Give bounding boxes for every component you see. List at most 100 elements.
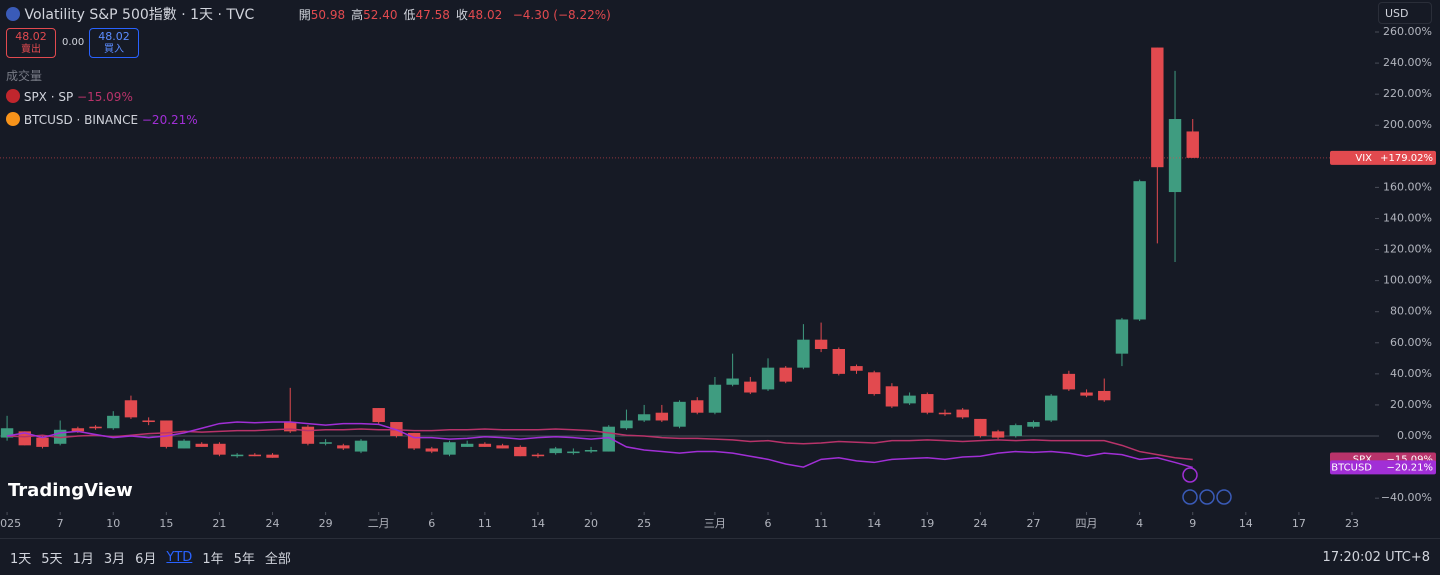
candle-body [1080, 392, 1093, 396]
candle-body [354, 440, 368, 452]
range-button[interactable]: 1天 [10, 551, 32, 567]
price-axis [1375, 0, 1440, 538]
volume-label[interactable]: 成交量 [6, 69, 43, 83]
x-tick-label: 4 [1136, 517, 1143, 530]
candle-body [1186, 131, 1199, 158]
buy-label: 買入 [104, 44, 124, 55]
x-tick-label: 6 [428, 517, 435, 530]
range-button[interactable]: 5天 [41, 551, 63, 567]
x-tick-label: 11 [478, 517, 492, 530]
x-tick-label: 29 [319, 517, 333, 530]
candle-body [726, 378, 739, 385]
candle-body [921, 394, 934, 413]
candle-body [107, 415, 120, 429]
range-button[interactable]: 3月 [103, 551, 126, 567]
x-tick-label: 14 [867, 517, 881, 530]
x-tick-label: 23 [1345, 517, 1359, 530]
y-tick-label: 120.00% [1383, 243, 1432, 256]
sell-label: 賣出 [21, 44, 41, 55]
compare-line [6, 421, 1193, 469]
range-button[interactable]: 5年 [233, 551, 255, 567]
event-icon [1216, 489, 1232, 505]
range-button[interactable]: 6月 [135, 551, 157, 567]
y-tick-label: 60.00% [1390, 336, 1432, 349]
x-tick-label: 10 [106, 517, 120, 530]
ohlc-value: 48.02 [467, 8, 503, 22]
candle-body [443, 442, 456, 455]
candle-body [620, 420, 633, 429]
range-button[interactable]: YTD [166, 549, 193, 565]
legend-btc[interactable]: BTCUSD · BINANCE −20.21% [6, 112, 198, 127]
candle-body [478, 443, 492, 447]
axis-tag-name: BTCUSD [1331, 462, 1372, 473]
ohlc-value: 47.58 [415, 8, 450, 22]
candle-body [814, 339, 828, 349]
candle-body [850, 366, 863, 371]
y-tick-label: −40.00% [1381, 491, 1432, 504]
candle-body [71, 428, 85, 432]
sell-button[interactable]: 48.02 賣出 [6, 28, 56, 58]
ohlc-value: 52.40 [363, 8, 398, 22]
candle-body [124, 400, 138, 418]
currency-select[interactable]: USD [1378, 2, 1432, 24]
candle-body [372, 408, 385, 423]
x-tick-label: 11 [814, 517, 828, 530]
axis-tag-value: −15.09% [1386, 454, 1433, 465]
candle-body [744, 381, 757, 393]
range-button[interactable]: 1年 [202, 551, 224, 567]
y-tick-label: 20.00% [1390, 398, 1432, 411]
x-tick-label: 27 [1026, 517, 1040, 530]
candle-body [991, 431, 1005, 438]
candle-body [460, 443, 474, 447]
event-icon [1182, 467, 1198, 483]
buy-button[interactable]: 48.02 買入 [89, 28, 139, 58]
range-button[interactable]: 全部 [264, 551, 291, 567]
candle-body [1115, 319, 1129, 354]
ohlc-value: 50.98 [310, 8, 346, 22]
change: −4.30 (−8.22%) [512, 8, 611, 22]
chart-header: Volatility S&P 500指數 · 1天 · TVC 開50.98 高5… [6, 4, 611, 24]
candle-body [1098, 390, 1111, 401]
candle-body [337, 445, 350, 449]
x-tick-label: 二月 [368, 517, 390, 530]
candle-body [248, 454, 262, 457]
buy-price: 48.02 [98, 30, 130, 43]
candle-body [1151, 47, 1164, 168]
candle-body [779, 367, 792, 382]
logo: TradingView [8, 480, 133, 501]
candle-body [160, 420, 173, 447]
x-tick-label: 24 [266, 517, 280, 530]
candle-body [284, 422, 297, 432]
toolbar: 1天 5天 1月 3月 6月 YTD 1年 5年 全部 17:20:02 UTC+8 [0, 538, 1440, 575]
x-tick-label: 14 [531, 517, 545, 530]
ohlc-label: 收 [455, 8, 468, 22]
x-tick-label: 7 [57, 517, 64, 530]
spread: 0.00 [62, 37, 85, 48]
y-tick-label: 140.00% [1383, 211, 1432, 224]
candle-body [549, 448, 562, 454]
x-tick-label: 25 [637, 517, 651, 530]
candle-body [266, 454, 279, 458]
legend-spx[interactable]: SPX · SP −15.09% [6, 89, 133, 104]
candle-body [1009, 425, 1022, 437]
candle-body [637, 414, 651, 421]
y-tick-label: 0.00% [1397, 429, 1432, 442]
sell-price: 48.02 [15, 30, 47, 43]
candle-body [301, 426, 315, 444]
candle-body [885, 386, 899, 407]
ohlc: 開50.98 高52.40 低47.58 收48.02 [299, 8, 509, 22]
x-tick-label: 9 [1189, 517, 1196, 530]
candle-body [0, 428, 14, 438]
candle-body [956, 409, 969, 418]
x-tick-label: 17 [1292, 517, 1306, 530]
candle-body [425, 448, 438, 452]
x-tick-label: 21 [212, 517, 226, 530]
candle-body [36, 437, 49, 447]
axis-tag-name: VIX [1355, 153, 1372, 164]
candle-body [655, 412, 669, 421]
range-button[interactable]: 1月 [72, 551, 94, 567]
x-tick-label: 19 [920, 517, 934, 530]
x-tick-label: 四月 [1076, 517, 1098, 530]
